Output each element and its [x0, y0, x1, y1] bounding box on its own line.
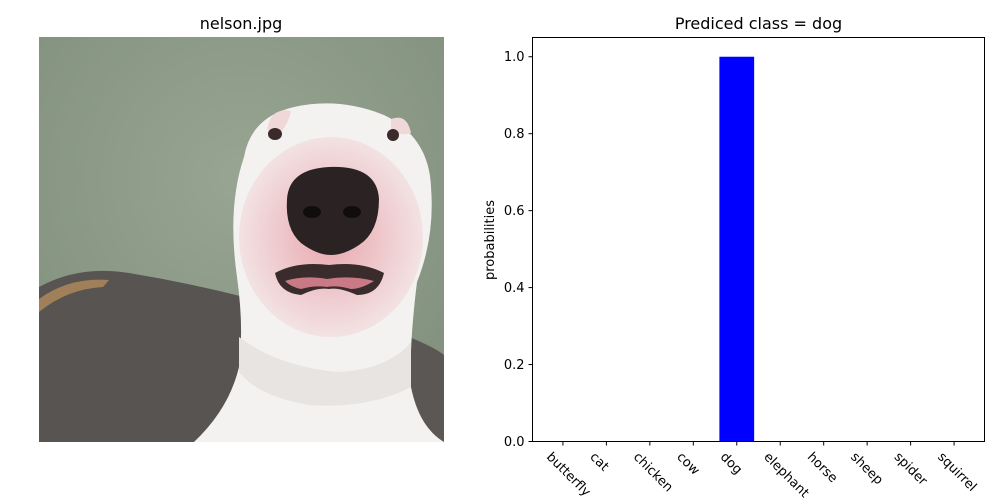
chart-panel: Prediced class = dog probabilities 0.00.… [483, 14, 985, 500]
dog-eye-right [387, 129, 399, 141]
dog-eye-left [268, 128, 282, 140]
plot-frame [532, 37, 985, 442]
x-tick-label: butterfly [543, 450, 593, 500]
dog-nose [286, 166, 379, 255]
x-tick-label: sheep [847, 450, 885, 488]
y-axis-label: probabilities [483, 200, 498, 280]
dog-photo [39, 37, 444, 442]
bar-dog [719, 56, 755, 442]
x-tick-label: squirrel [934, 450, 979, 495]
x-tick-label: cow [673, 450, 702, 479]
y-tick-label: 0.8 [504, 127, 525, 142]
y-tick-label: 1.0 [504, 50, 525, 65]
y-tick-label: 0.2 [504, 358, 525, 373]
x-tick-label: dog [717, 450, 745, 478]
image-title: nelson.jpg [200, 14, 283, 33]
x-tick-label: spider [891, 450, 931, 490]
x-tick-label: horse [804, 450, 840, 486]
y-ticks-layer: 0.0 0.2 0.4 0.6 0.8 1.0 [504, 50, 533, 450]
bars-layer [719, 56, 755, 442]
x-tick-label: elephant [760, 450, 811, 500]
y-tick-label: 0.4 [504, 281, 525, 296]
chart-title: Prediced class = dog [675, 14, 842, 33]
x-tick-label: chicken [630, 450, 676, 496]
y-tick-label: 0.6 [504, 204, 525, 219]
couch [39, 270, 244, 442]
x-tick-label: cat [587, 450, 612, 475]
y-tick-label: 0.0 [504, 435, 525, 450]
image-panel: nelson.jpg [39, 14, 444, 442]
